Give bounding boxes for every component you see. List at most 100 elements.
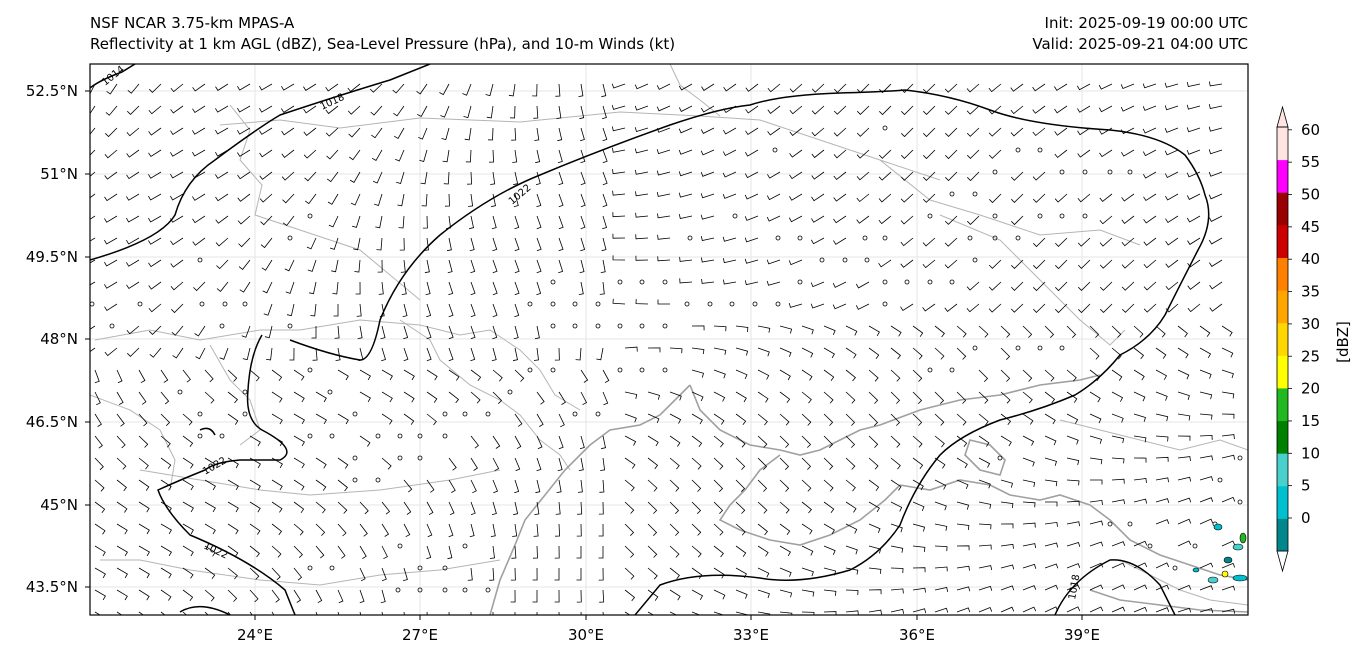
wind-barb	[94, 435, 103, 449]
wind-barb	[513, 501, 519, 516]
wind-barb	[678, 214, 693, 219]
wind-barb	[315, 501, 326, 514]
wind-barb	[1143, 259, 1157, 269]
wind-barb	[845, 501, 857, 513]
wind-barb	[293, 501, 305, 514]
wind-barb	[1186, 171, 1201, 178]
wind-barb	[514, 612, 516, 615]
wind-barb	[446, 215, 451, 229]
wind-barb	[148, 127, 162, 136]
wind-barb	[1066, 457, 1080, 466]
wind-barb	[934, 545, 948, 552]
wind-barb	[359, 523, 368, 537]
wind-barb	[811, 149, 825, 159]
wind-barb	[1199, 562, 1214, 569]
wind-barb	[192, 171, 206, 179]
wind-barb	[533, 523, 539, 537]
calm-wind-marker	[1037, 345, 1043, 351]
wind-barb	[469, 215, 474, 230]
wind-barb	[956, 607, 971, 613]
colorbar-segment	[1277, 518, 1288, 552]
calm-wind-marker	[639, 279, 645, 285]
wind-barb	[94, 457, 104, 471]
wind-barb	[508, 83, 516, 97]
wind-barb	[647, 567, 658, 580]
lon-axis: 24°E 27°E 30°E 33°E 36°E 39°E	[237, 615, 1100, 644]
wind-barb	[1066, 369, 1077, 382]
wind-barb	[1022, 369, 1033, 382]
wind-barb	[823, 325, 836, 335]
wind-barb	[293, 479, 305, 491]
wind-barb	[779, 501, 790, 514]
wind-barb	[249, 457, 261, 469]
wind-barb	[315, 457, 327, 469]
wind-barb	[1177, 607, 1192, 613]
wind-barb	[1044, 563, 1059, 569]
wind-barb	[126, 171, 140, 180]
wind-barb	[735, 567, 747, 578]
wind-barb	[379, 303, 385, 317]
wind-barb	[1044, 479, 1058, 487]
wind-barb	[578, 83, 584, 97]
wind-barb	[536, 259, 542, 274]
wind-barb	[416, 83, 428, 95]
wind-barb	[978, 369, 989, 382]
title-block: NSF NCAR 3.75-km MPAS-A Reflectivity at …	[90, 13, 675, 55]
wind-barb	[439, 83, 450, 96]
wind-barb	[426, 479, 435, 493]
colorbar-over-extension	[1276, 105, 1289, 128]
wind-barb	[315, 413, 327, 425]
wind-barb	[757, 369, 770, 380]
wind-barb	[757, 435, 768, 448]
wind-barb	[444, 193, 450, 207]
calm-wind-marker	[1107, 169, 1113, 175]
wind-barb	[441, 127, 450, 141]
calm-wind-marker	[1037, 213, 1043, 219]
wind-barb	[90, 149, 96, 156]
wind-barb	[810, 303, 825, 309]
wind-barb	[271, 391, 283, 403]
wind-barb	[596, 347, 604, 361]
wind-barb	[944, 259, 958, 269]
wind-barb	[1099, 259, 1113, 269]
wind-barb	[1078, 303, 1091, 314]
wind-barb	[1164, 105, 1179, 111]
wind-barb	[401, 281, 407, 295]
wind-barb	[1033, 303, 1046, 313]
wind-barb	[403, 501, 412, 515]
calm-wind-marker	[967, 235, 973, 241]
wind-barb	[1078, 259, 1091, 269]
wind-barb	[557, 457, 563, 472]
colorbar-tick-label: 55	[1301, 153, 1320, 171]
colorbar-frame	[1276, 126, 1289, 552]
wind-barb	[105, 105, 118, 116]
wind-barb	[1111, 391, 1124, 402]
wind-barb	[512, 523, 518, 537]
wind-barb	[691, 457, 702, 470]
wind-barb	[602, 149, 608, 164]
wind-barb	[956, 391, 967, 404]
wind-barb	[182, 501, 194, 513]
calm-wind-marker	[949, 279, 955, 285]
wind-barb	[811, 127, 825, 137]
wind-barb	[845, 435, 856, 448]
wind-barb	[358, 347, 364, 362]
wind-barb	[679, 256, 693, 262]
wind-barb	[558, 237, 564, 252]
wind-barb	[691, 435, 703, 448]
wind-barb	[580, 369, 589, 383]
calm-wind-marker	[219, 323, 225, 329]
wind-barb	[801, 347, 814, 358]
wind-barb	[868, 501, 880, 513]
calm-wind-marker	[485, 411, 491, 417]
wind-barb	[399, 237, 405, 251]
wind-barb	[204, 501, 216, 513]
wind-barb	[767, 105, 781, 114]
wind-barb	[1199, 476, 1214, 482]
wind-barb	[127, 105, 140, 115]
wind-barb	[580, 611, 582, 615]
wind-barb	[396, 171, 405, 184]
colorbar-segment	[1277, 192, 1288, 226]
wind-barb	[260, 237, 273, 249]
wind-barb	[1155, 391, 1168, 401]
